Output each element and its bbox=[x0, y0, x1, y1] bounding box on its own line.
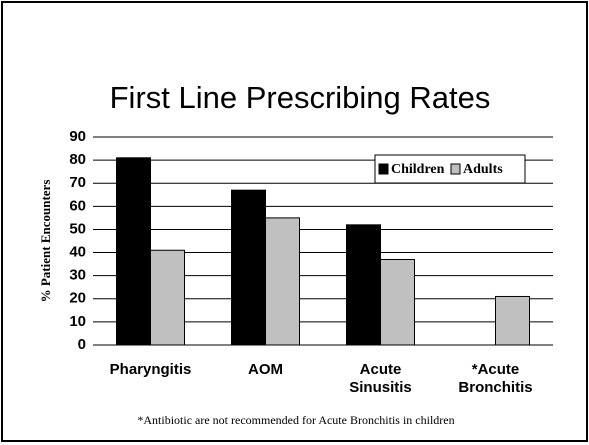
legend-box bbox=[374, 154, 526, 184]
y-tick-label: 60 bbox=[69, 197, 86, 214]
footnote: *Antibiotic are not recommended for Acut… bbox=[137, 413, 454, 427]
y-tick-label: 0 bbox=[78, 336, 86, 353]
bar bbox=[150, 249, 185, 346]
legend: Children Adults bbox=[378, 162, 503, 177]
x-tick-label: Acute Sinusitis bbox=[349, 361, 412, 396]
y-tick-label: 30 bbox=[69, 267, 86, 284]
y-tick-label: 50 bbox=[69, 220, 86, 237]
legend-swatch bbox=[378, 163, 389, 175]
y-tick-label: 10 bbox=[69, 313, 86, 330]
legend-label: Children bbox=[391, 162, 445, 177]
bar bbox=[116, 157, 151, 346]
x-tick-label: *Acute Bronchitis bbox=[458, 361, 532, 396]
legend-swatch bbox=[450, 163, 461, 175]
legend-label: Adults bbox=[463, 162, 503, 177]
y-axis-label: % Patient Encounters bbox=[38, 180, 53, 303]
bar bbox=[495, 295, 530, 346]
x-tick-label: AOM bbox=[248, 361, 283, 378]
bar bbox=[231, 189, 266, 346]
bar bbox=[265, 217, 300, 346]
bar bbox=[346, 224, 381, 346]
y-tick-label: 40 bbox=[69, 244, 86, 261]
y-tick-label: 20 bbox=[69, 290, 86, 307]
bar bbox=[380, 258, 415, 346]
y-tick-label: 90 bbox=[69, 128, 86, 145]
y-tick-label: 80 bbox=[69, 151, 86, 168]
x-tick-label: Pharyngitis bbox=[110, 361, 192, 378]
chart-title: First Line Prescribing Rates bbox=[110, 80, 491, 115]
y-tick-label: 70 bbox=[69, 174, 86, 191]
